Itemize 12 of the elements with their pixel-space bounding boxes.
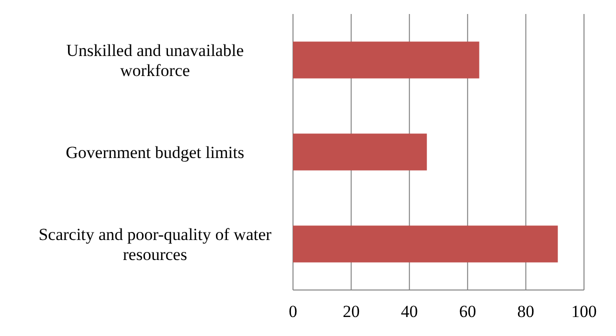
x-tick-label: 80 xyxy=(517,302,534,321)
x-tick-label: 20 xyxy=(342,302,360,321)
x-tick-label: 40 xyxy=(400,302,418,321)
bar xyxy=(293,42,480,78)
y-tick-label: Government budget limits xyxy=(66,143,244,162)
y-tick-label: Scarcity and poor-quality of water resources xyxy=(38,225,272,264)
x-tick-label: 100 xyxy=(571,302,597,321)
x-tick-label: 60 xyxy=(459,302,476,321)
bar xyxy=(293,226,558,262)
y-tick-label: Unskilled and unavailable workforce xyxy=(66,41,244,80)
x-tick-label: 0 xyxy=(288,302,298,321)
bar xyxy=(293,134,427,170)
